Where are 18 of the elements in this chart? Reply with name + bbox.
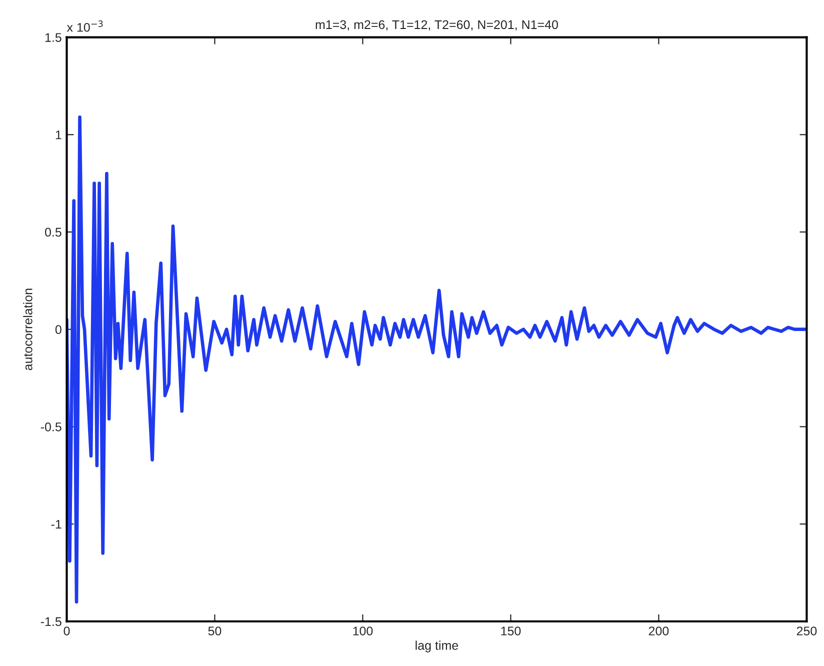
y-tick-label: 1.5	[45, 33, 62, 42]
x-tick-label: 150	[501, 626, 521, 636]
text: x 10$^{−3}$	[66, 20, 103, 32]
y-tick-label: -0.5	[40, 422, 62, 432]
x-tick-label: 200	[648, 626, 669, 636]
y-tick-label: 1	[56, 130, 62, 140]
x-tick-label: 250	[796, 626, 817, 636]
y-tick-label: -1.5	[40, 617, 62, 626]
y-axis-title: autocorrelation	[23, 288, 32, 370]
chart-title: m1=3, m2=6, T1=12, T2=60, N=201, N1=40	[316, 20, 558, 31]
line-series	[66, 115, 807, 604]
y-tick-label: -1	[51, 520, 62, 529]
x-tick-label: 0	[64, 626, 70, 636]
x-tick-label: 100	[353, 626, 373, 636]
x-axis-title: lag time	[416, 640, 458, 652]
y-tick-label: 0	[55, 325, 62, 334]
x-tick-label: 50	[208, 626, 222, 636]
y-tick-label: 0.5	[44, 228, 62, 237]
